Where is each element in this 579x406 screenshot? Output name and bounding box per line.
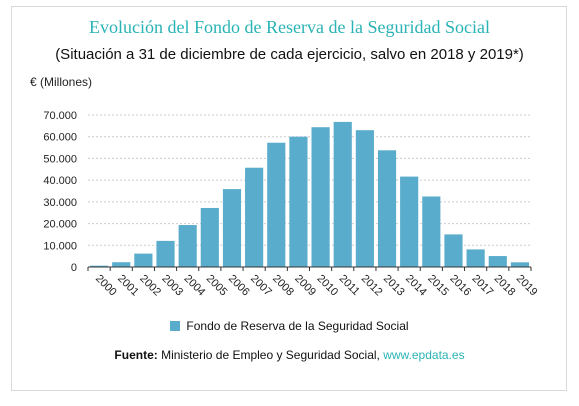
x-tick-label: 2001: [115, 273, 141, 299]
x-tick-label: 2009: [292, 273, 318, 299]
bar: [311, 127, 330, 267]
x-tick-label: 2002: [137, 273, 163, 299]
x-tick-label: 2010: [314, 273, 340, 299]
source-line: Fuente: Ministerio de Empleo y Seguridad…: [0, 348, 579, 362]
x-tick-label: 2011: [337, 273, 362, 298]
bar: [400, 176, 419, 267]
bar: [488, 256, 507, 267]
x-tick-label: 2018: [492, 273, 518, 299]
x-tick-label: 2016: [447, 273, 473, 299]
legend-label: Fondo de Reserva de la Seguridad Social: [186, 319, 409, 333]
chart-card: [11, 6, 567, 391]
bar: [178, 225, 197, 267]
x-tick-label: 2000: [93, 273, 119, 299]
x-tick-label: 2005: [204, 273, 230, 299]
bar: [377, 150, 397, 267]
bar: [355, 130, 374, 267]
x-tick-label: 2019: [514, 273, 540, 299]
bar: [333, 121, 352, 267]
bar: [89, 265, 109, 267]
x-tick-label: 2014: [403, 273, 429, 299]
bar: [112, 262, 131, 267]
source-link[interactable]: www.epdata.es: [383, 348, 465, 362]
bar: [510, 262, 530, 267]
source-label: Fuente:: [114, 348, 158, 362]
bar: [466, 249, 485, 267]
y-axis-label: € (Millones): [30, 75, 93, 89]
legend-swatch: [170, 321, 181, 331]
y-tick-label: 10.000: [43, 240, 77, 252]
y-tick-label: 30.000: [43, 197, 77, 209]
legend: Fondo de Reserva de la Seguridad Social: [0, 319, 579, 333]
x-tick-label: 2015: [425, 273, 451, 299]
y-tick-label: 40.000: [43, 175, 77, 187]
y-tick-label: 20.000: [43, 219, 77, 231]
x-tick-label: 2012: [359, 273, 385, 299]
y-tick-label: 50.000: [43, 153, 77, 165]
x-tick-label: 2008: [270, 273, 296, 299]
y-tick-label: 70.000: [43, 110, 77, 122]
chart-title: Evolución del Fondo de Reserva de la Seg…: [89, 17, 490, 37]
y-tick-label: 0: [71, 262, 77, 274]
x-tick-label: 2004: [182, 273, 208, 299]
bar: [444, 234, 463, 267]
bar: [422, 196, 441, 267]
x-tick-label: 2003: [159, 273, 185, 299]
bar: [200, 207, 219, 267]
source-text: Ministerio de Empleo y Seguridad Social,: [157, 348, 384, 362]
bar: [267, 142, 286, 267]
bar: [156, 240, 175, 267]
x-tick-label: 2017: [470, 273, 496, 299]
x-tick-label: 2013: [381, 273, 407, 299]
bar: [245, 167, 264, 267]
x-tick-label: 2007: [248, 273, 274, 299]
chart-subtitle: (Situación a 31 de diciembre de cada eje…: [55, 46, 524, 63]
bar: [289, 136, 308, 267]
bar: [134, 253, 153, 267]
x-tick-label: 2006: [226, 273, 252, 299]
bar: [222, 189, 242, 267]
y-tick-label: 60.000: [43, 132, 77, 144]
